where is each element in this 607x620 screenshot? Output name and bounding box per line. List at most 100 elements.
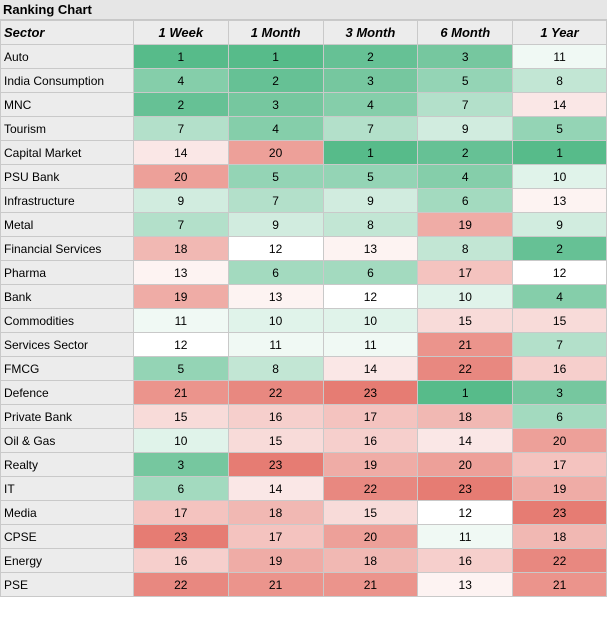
rank-cell: 12 xyxy=(322,284,419,309)
sector-label: Defence xyxy=(0,380,134,405)
rank-cell: 12 xyxy=(417,500,514,525)
rank-cell: 19 xyxy=(227,548,324,573)
table-row: Metal 7 9 8 19 9 xyxy=(0,212,607,237)
rank-cell: 10 xyxy=(417,284,514,309)
rank-cell: 16 xyxy=(322,428,419,453)
rank-cell: 23 xyxy=(227,452,324,477)
rank-cell: 15 xyxy=(417,308,514,333)
header-sector: Sector xyxy=(0,20,134,45)
rank-cell: 9 xyxy=(227,212,324,237)
rank-cell: 15 xyxy=(322,500,419,525)
sector-label: Auto xyxy=(0,44,134,69)
sector-label: Capital Market xyxy=(0,140,134,165)
rank-cell: 22 xyxy=(227,380,324,405)
rank-cell: 11 xyxy=(322,332,419,357)
sector-label: Services Sector xyxy=(0,332,134,357)
rank-cell: 9 xyxy=(417,116,514,141)
sector-label: Commodities xyxy=(0,308,134,333)
rank-cell: 18 xyxy=(512,524,607,549)
rank-cell: 7 xyxy=(132,212,229,237)
rank-cell: 23 xyxy=(512,500,607,525)
rank-cell: 10 xyxy=(132,428,229,453)
rank-cell: 18 xyxy=(417,404,514,429)
rank-cell: 21 xyxy=(512,572,607,597)
table-row: Realty 3 23 19 20 17 xyxy=(0,452,607,477)
rank-cell: 12 xyxy=(512,260,607,285)
rank-cell: 13 xyxy=(512,188,607,213)
rank-cell: 18 xyxy=(227,500,324,525)
table-row: Defence 21 22 23 1 3 xyxy=(0,380,607,405)
table-row: Pharma 13 6 6 17 12 xyxy=(0,260,607,285)
rank-cell: 3 xyxy=(227,92,324,117)
table-row: CPSE 23 17 20 11 18 xyxy=(0,524,607,549)
table-row: Commodities 11 10 10 15 15 xyxy=(0,308,607,333)
rank-cell: 11 xyxy=(417,524,514,549)
rank-cell: 17 xyxy=(132,500,229,525)
header-row: Sector 1 Week 1 Month 3 Month 6 Month 1 … xyxy=(0,20,607,45)
rank-cell: 3 xyxy=(132,452,229,477)
sector-label: India Consumption xyxy=(0,68,134,93)
rank-cell: 14 xyxy=(417,428,514,453)
rank-cell: 2 xyxy=(322,44,419,69)
rank-cell: 17 xyxy=(417,260,514,285)
table-row: Energy 16 19 18 16 22 xyxy=(0,548,607,573)
rank-cell: 23 xyxy=(132,524,229,549)
rank-cell: 20 xyxy=(417,452,514,477)
rank-cell: 13 xyxy=(417,572,514,597)
table-row: Infrastructure 9 7 9 6 13 xyxy=(0,188,607,213)
sector-label: Tourism xyxy=(0,116,134,141)
rank-cell: 12 xyxy=(227,236,324,261)
rank-cell: 21 xyxy=(417,332,514,357)
rank-cell: 15 xyxy=(132,404,229,429)
table-row: IT 6 14 22 23 19 xyxy=(0,476,607,501)
rank-cell: 11 xyxy=(227,332,324,357)
rank-cell: 10 xyxy=(512,164,607,189)
rank-cell: 22 xyxy=(132,572,229,597)
rank-cell: 6 xyxy=(227,260,324,285)
table-row: Media 17 18 15 12 23 xyxy=(0,500,607,525)
rank-cell: 6 xyxy=(417,188,514,213)
rank-cell: 22 xyxy=(417,356,514,381)
rank-cell: 17 xyxy=(512,452,607,477)
rank-cell: 8 xyxy=(322,212,419,237)
rank-cell: 4 xyxy=(322,92,419,117)
rank-cell: 23 xyxy=(322,380,419,405)
rank-cell: 16 xyxy=(512,356,607,381)
table-row: Tourism 7 4 7 9 5 xyxy=(0,116,607,141)
rank-cell: 4 xyxy=(132,68,229,93)
rank-cell: 1 xyxy=(322,140,419,165)
rank-cell: 1 xyxy=(132,44,229,69)
rank-cell: 7 xyxy=(132,116,229,141)
sector-label: Media xyxy=(0,500,134,525)
rank-cell: 7 xyxy=(227,188,324,213)
rank-cell: 9 xyxy=(512,212,607,237)
table-row: Auto 1 1 2 3 11 xyxy=(0,44,607,69)
header-3-month: 3 Month xyxy=(322,20,419,45)
table-row: Oil & Gas 10 15 16 14 20 xyxy=(0,428,607,453)
rank-cell: 2 xyxy=(417,140,514,165)
rank-cell: 21 xyxy=(132,380,229,405)
header-1-week: 1 Week xyxy=(132,20,229,45)
rank-cell: 14 xyxy=(512,92,607,117)
sector-label: Realty xyxy=(0,452,134,477)
rank-cell: 17 xyxy=(322,404,419,429)
sector-label: PSE xyxy=(0,572,134,597)
rank-cell: 7 xyxy=(417,92,514,117)
rank-cell: 9 xyxy=(322,188,419,213)
table-row: Bank 19 13 12 10 4 xyxy=(0,284,607,309)
rank-cell: 4 xyxy=(512,284,607,309)
rank-cell: 7 xyxy=(322,116,419,141)
sector-label: Financial Services xyxy=(0,236,134,261)
rank-cell: 21 xyxy=(227,572,324,597)
rank-cell: 4 xyxy=(227,116,324,141)
rank-cell: 16 xyxy=(417,548,514,573)
rank-cell: 8 xyxy=(227,356,324,381)
rank-cell: 18 xyxy=(132,236,229,261)
rank-cell: 1 xyxy=(417,380,514,405)
sector-label: FMCG xyxy=(0,356,134,381)
rank-cell: 5 xyxy=(512,116,607,141)
sector-label: Pharma xyxy=(0,260,134,285)
rank-cell: 10 xyxy=(322,308,419,333)
rank-cell: 15 xyxy=(227,428,324,453)
rank-cell: 3 xyxy=(417,44,514,69)
